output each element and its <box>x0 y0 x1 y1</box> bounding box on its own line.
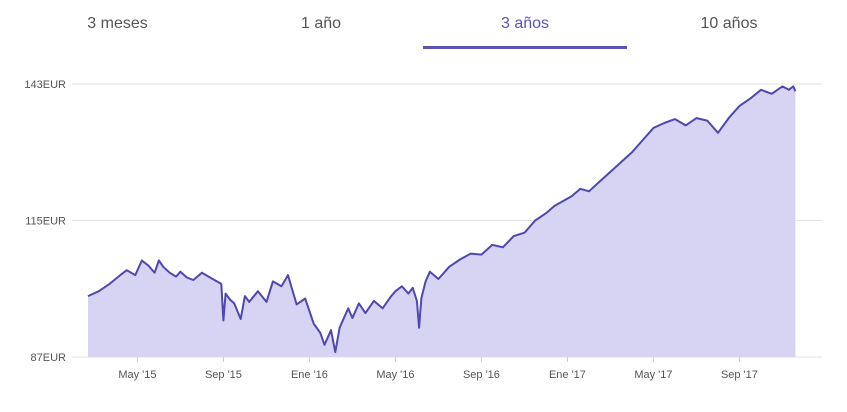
x-tick-label: Sep '17 <box>721 369 758 381</box>
x-tick-label: May '15 <box>118 369 156 381</box>
series-line <box>87 85 797 354</box>
x-tick-label: Ene '16 <box>291 369 328 381</box>
range-tabs: 3 meses 1 año 3 años 10 años <box>0 0 847 52</box>
x-tick-label: Sep '16 <box>463 369 500 381</box>
tab-3-meses[interactable]: 3 meses <box>87 15 148 32</box>
y-axis-ticks: 87EUR 115EUR 143EUR <box>24 79 66 364</box>
active-tab-indicator <box>423 46 627 49</box>
tab-3-anos[interactable]: 3 años <box>500 15 550 32</box>
x-tick-label: May '17 <box>634 369 672 381</box>
tab-1-ano[interactable]: 1 año <box>300 15 342 32</box>
x-tick-label: May '16 <box>376 369 414 381</box>
x-axis-ticks: May '15 Sep '15 Ene '16 May '16 Sep '16 Ene '… <box>118 357 758 381</box>
x-tick-label: Ene '17 <box>549 369 586 381</box>
area-layer <box>87 85 797 358</box>
y-tick-label: 87EUR <box>31 352 67 364</box>
x-tick-label: Sep '15 <box>205 369 242 381</box>
tab-10-anos[interactable]: 10 años <box>700 15 758 32</box>
y-tick-label: 143EUR <box>24 79 66 91</box>
series-area <box>88 86 796 358</box>
y-tick-label: 115EUR <box>25 216 66 228</box>
